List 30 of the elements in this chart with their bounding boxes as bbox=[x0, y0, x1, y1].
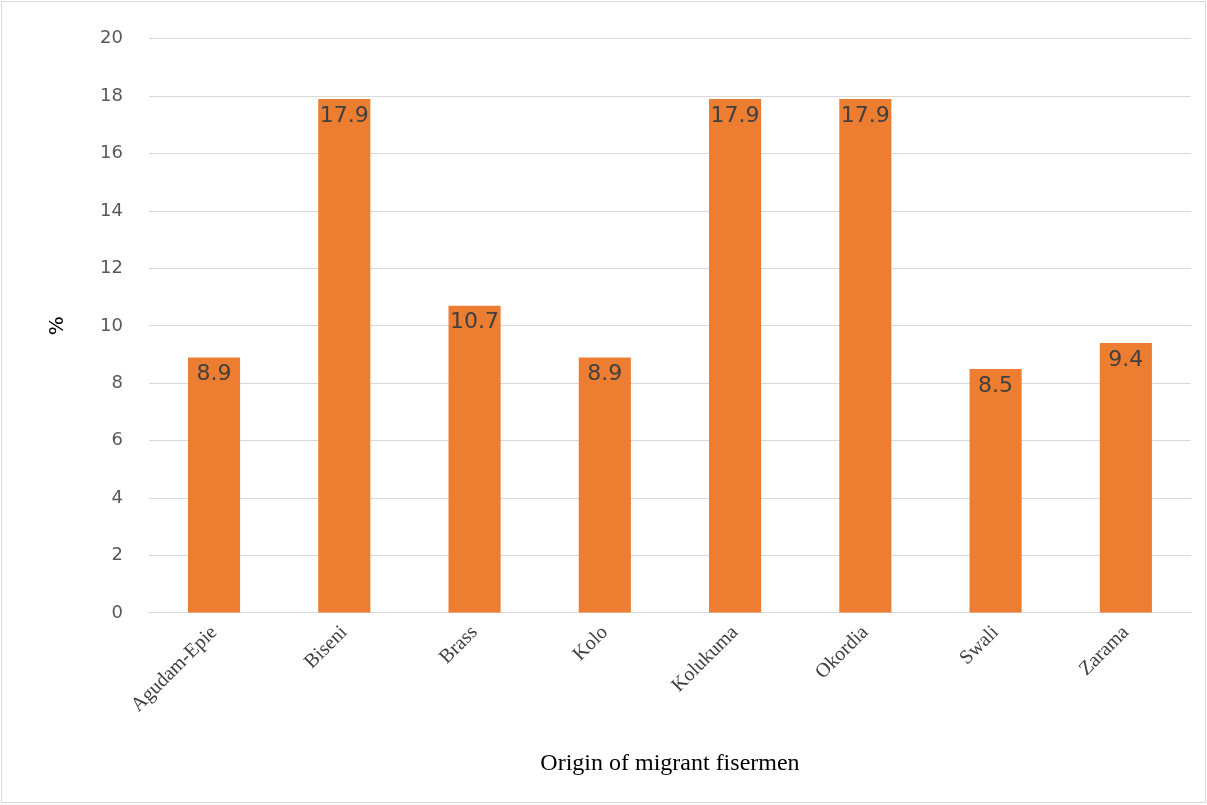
y-tick-label: 12 bbox=[100, 256, 123, 278]
y-tick-label: 8 bbox=[111, 370, 123, 392]
y-tick-label: 4 bbox=[111, 485, 123, 507]
bar bbox=[448, 305, 501, 613]
y-tick-label: 20 bbox=[100, 26, 123, 48]
data-label: 8.5 bbox=[978, 371, 1014, 397]
y-tick-label: 16 bbox=[100, 141, 123, 163]
bar bbox=[969, 368, 1022, 613]
y-tick-label: 0 bbox=[111, 600, 123, 622]
data-label: 8.9 bbox=[196, 360, 232, 386]
bar bbox=[318, 99, 371, 613]
x-axis-title: Origin of migrant fisermen bbox=[540, 748, 800, 775]
y-tick-label: 6 bbox=[111, 428, 123, 450]
data-label: 17.9 bbox=[840, 101, 890, 127]
data-label: 10.7 bbox=[450, 308, 500, 334]
x-tick-label: Kolo bbox=[567, 620, 612, 665]
y-tick-label: 2 bbox=[111, 543, 123, 565]
bar bbox=[1099, 343, 1152, 613]
y-tick-label: 18 bbox=[100, 83, 123, 105]
bar bbox=[578, 357, 631, 613]
bar bbox=[839, 99, 892, 613]
bar bbox=[187, 357, 241, 613]
y-tick-label: 14 bbox=[100, 198, 123, 220]
bar bbox=[709, 99, 762, 613]
data-label: 17.9 bbox=[710, 101, 760, 127]
data-label: 9.4 bbox=[1108, 345, 1144, 371]
data-label: 17.9 bbox=[319, 101, 369, 127]
data-label: 8.9 bbox=[587, 360, 623, 386]
y-tick-label: 10 bbox=[100, 313, 123, 335]
y-axis-title: % bbox=[44, 316, 69, 336]
